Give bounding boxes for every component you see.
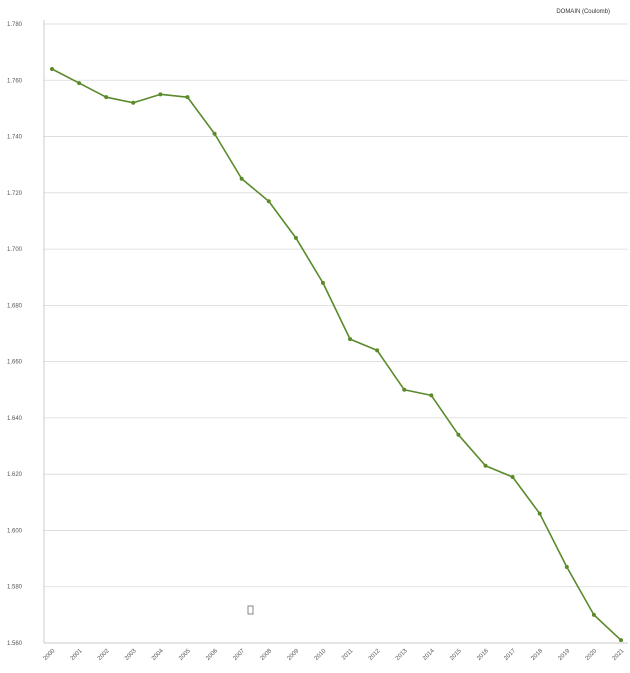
x-tick-label: 2003 (124, 648, 138, 662)
data-point (293, 235, 298, 240)
x-tick-label: 2002 (97, 648, 111, 662)
x-tick-label: 2021 (612, 648, 626, 662)
data-point (239, 176, 244, 181)
y-tick-label: 1.640 (7, 416, 23, 422)
data-point (619, 638, 623, 643)
x-tick-label: 2013 (395, 648, 409, 662)
data-point (320, 280, 325, 285)
x-tick-label: 2016 (476, 648, 490, 662)
data-point (104, 95, 109, 100)
data-point (537, 511, 542, 516)
y-tick-label: 1.600 (7, 528, 23, 534)
x-tick-label: 2007 (232, 648, 246, 662)
x-tick-label: 2012 (368, 648, 382, 662)
x-tick-label: 2001 (70, 648, 84, 662)
data-point (456, 432, 461, 437)
data-point (564, 565, 569, 570)
x-tick-label: 2014 (422, 648, 436, 662)
data-point (348, 337, 353, 342)
y-tick-label: 1.560 (7, 641, 23, 647)
data-point (185, 95, 190, 100)
data-point (375, 348, 380, 353)
x-tick-label: 2015 (449, 648, 463, 662)
data-point (429, 393, 434, 398)
y-tick-label: 1.760 (7, 78, 23, 84)
y-tick-label: 1.700 (7, 247, 23, 253)
x-tick-label: 2011 (341, 648, 355, 662)
x-tick-label: 2000 (43, 648, 57, 662)
y-tick-label: 1.720 (7, 191, 23, 197)
data-point (591, 612, 596, 617)
data-point (510, 474, 515, 479)
data-point (50, 67, 54, 72)
legend: DOMAIN (Coulomb) (556, 9, 610, 15)
y-tick-label: 1.680 (7, 303, 23, 309)
x-tick-label: 2006 (205, 648, 219, 662)
x-tick-label: 2017 (503, 648, 517, 662)
y-tick-label: 1.580 (7, 585, 23, 591)
data-point (131, 100, 136, 105)
x-tick-label: 2009 (287, 648, 301, 662)
y-tick-label: 1.780 (7, 22, 23, 28)
series-layer (50, 67, 623, 643)
data-point (483, 463, 488, 468)
y-tick-label: 1.660 (7, 360, 23, 366)
x-tick-label: 2018 (530, 648, 544, 662)
y-tick-label: 1.740 (7, 135, 23, 141)
y-tick-label: 1.620 (7, 472, 23, 478)
gridlines (44, 23, 628, 644)
data-point (77, 81, 82, 86)
x-tick-label: 2005 (178, 648, 192, 662)
x-tick-label: 2020 (585, 648, 599, 662)
x-tick-label: 2008 (259, 648, 273, 662)
data-point (402, 387, 407, 392)
x-tick-label: 2004 (151, 648, 165, 662)
data-point (266, 199, 271, 204)
legend-series-label: DOMAIN (Coulomb) (556, 9, 610, 15)
series-line (51, 68, 622, 641)
x-tick-label: 2019 (558, 648, 572, 662)
data-point (212, 131, 217, 136)
x-tick-label: 2010 (314, 648, 328, 662)
data-point (158, 92, 163, 97)
small-square-marker (247, 605, 254, 615)
axes: 1.560 1.580 1.600 1.620 1.640 1.660 1.680 1.700… (7, 20, 628, 662)
